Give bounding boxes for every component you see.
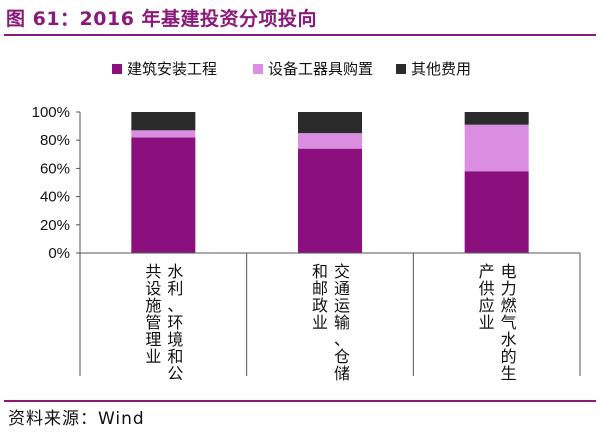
bar-segment-3-1 — [464, 171, 529, 253]
x-tick-label-char-3-2-3: 应 — [479, 296, 495, 315]
x-tick-label-char-1-1-3: 、 — [167, 296, 183, 315]
title-divider — [4, 34, 596, 36]
legend-label-2: 设备工器具购置 — [268, 60, 373, 78]
x-tick-label-char-2-1-3: 运 — [334, 296, 350, 315]
bar-segment-2-2 — [298, 133, 362, 149]
x-tick-label-char-3-1-5: 水 — [501, 330, 517, 349]
x-tick-label-char-3-1-2: 力 — [501, 279, 517, 298]
bar-segment-1-1 — [131, 137, 196, 253]
legend-label-3: 其他费用 — [411, 60, 471, 78]
stacked-bar-chart: 建筑安装工程 设备工器具购置 其他费用 0%20%40%60%80%100% 水利、… — [32, 60, 581, 383]
y-tick-label-0: 0% — [48, 245, 70, 262]
bar-segment-1-2 — [131, 130, 196, 138]
chart-legend: 建筑安装工程 设备工器具购置 其他费用 — [112, 60, 471, 78]
legend-swatch-1 — [112, 64, 122, 74]
bar-stack-2 — [298, 112, 362, 253]
x-tick-label-char-1-2-6: 业 — [145, 347, 161, 366]
x-tick-label-char-1-2-2: 设 — [145, 279, 161, 298]
y-tick-label-100: 100% — [32, 104, 70, 121]
x-tick-label-char-2-1-7: 储 — [334, 364, 350, 383]
x-tick-label-char-1-1-7: 公 — [167, 364, 183, 383]
source-note: 资料来源：Wind — [8, 409, 145, 429]
x-tick-label-char-3-2-1: 产 — [479, 262, 495, 281]
x-tick-label-char-1-1-2: 利 — [167, 279, 183, 298]
x-tick-label-char-3-2-4: 业 — [479, 313, 495, 332]
x-tick-label-char-2-1-4: 输 — [334, 313, 350, 332]
x-tick-label-char-3-1-3: 燃 — [501, 296, 517, 315]
y-axis: 0% 20% 40% 60% 80% 100% — [32, 104, 81, 262]
x-tick-label-char-2-2-1: 和 — [312, 262, 328, 281]
x-tick-label-char-1-2-1: 共 — [145, 262, 161, 281]
bar-segment-1-3 — [131, 112, 196, 131]
bar-segment-2-1 — [298, 148, 362, 253]
bar-groups — [131, 112, 529, 253]
x-tick-label-char-1-2-3: 施 — [145, 296, 161, 315]
x-tick-label-char-2-2-4: 业 — [312, 313, 328, 332]
bar-stack-1 — [131, 112, 196, 253]
x-tick-label-char-3-1-1: 电 — [501, 262, 517, 281]
x-tick-label-char-1-2-5: 理 — [145, 330, 161, 349]
x-tick-label-char-2-1-6: 仓 — [334, 347, 350, 366]
x-tick-label-char-2-2-2: 邮 — [312, 279, 328, 298]
legend-label-1: 建筑安装工程 — [127, 60, 217, 78]
x-tick-label-char-1-2-4: 管 — [145, 313, 161, 332]
y-tick-label-40: 40% — [40, 189, 70, 206]
x-tick-label-char-2-1-2: 通 — [334, 279, 350, 298]
legend-swatch-2 — [253, 64, 263, 74]
x-tick-label-char-3-2-2: 供 — [479, 279, 495, 298]
bar-stack-3 — [464, 112, 529, 253]
x-tick-label-char-3-1-7: 生 — [501, 364, 517, 383]
x-tick-label-char-3-1-6: 的 — [501, 347, 517, 366]
y-tick-label-60: 60% — [40, 160, 70, 177]
x-tick-label-char-1-1-1: 水 — [167, 262, 183, 281]
footer-divider — [4, 400, 596, 402]
legend-swatch-3 — [396, 64, 406, 74]
bar-segment-2-3 — [298, 112, 362, 134]
x-tick-label-char-1-1-6: 和 — [167, 347, 183, 366]
x-tick-label-char-3-1-4: 气 — [501, 313, 517, 332]
bar-segment-3-3 — [464, 112, 529, 125]
x-tick-label-char-1-1-4: 环 — [167, 313, 183, 332]
x-tick-label-char-1-1-5: 境 — [167, 330, 183, 349]
x-tick-label-char-2-1-5: 、 — [334, 330, 350, 349]
figure-title: 图 61：2016 年基建投资分项投向 — [6, 8, 318, 30]
y-tick-label-80: 80% — [40, 132, 70, 149]
x-tick-label-char-2-1-1: 交 — [334, 262, 350, 281]
y-tick-label-20: 20% — [40, 217, 70, 234]
bar-segment-3-2 — [464, 124, 529, 172]
x-tick-label-char-2-2-3: 政 — [312, 296, 328, 315]
